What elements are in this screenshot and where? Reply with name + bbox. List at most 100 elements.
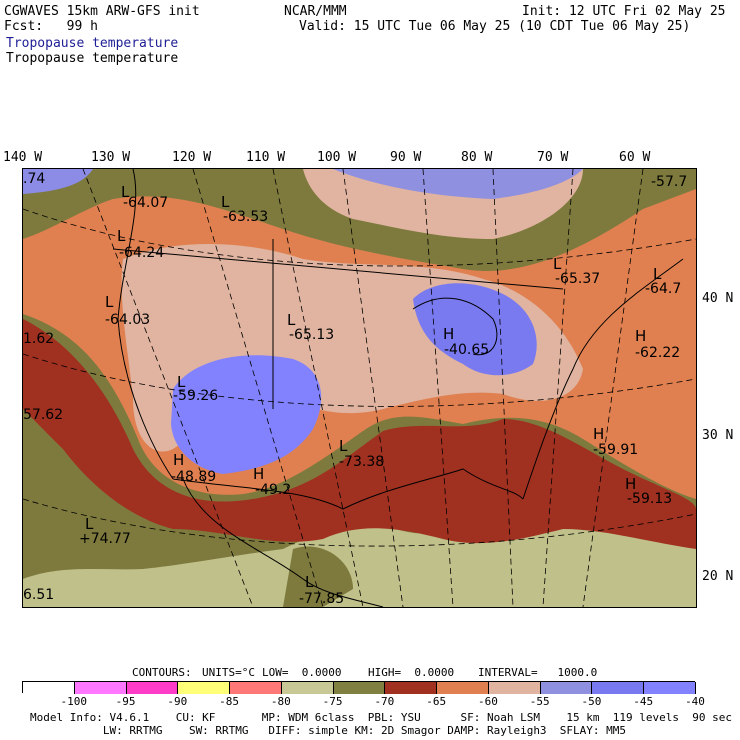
colorbar-tick-label: -85 (219, 695, 239, 708)
colorbar-tick-label: -60 (477, 695, 498, 708)
field-blue-southwest (171, 355, 322, 474)
field-title-secondary: Tropopause temperature (6, 51, 179, 66)
colorbar-tick-label: -90 (167, 695, 188, 708)
edge-label-top-left: .74 (23, 171, 46, 187)
value-pacific: +74.77 (79, 531, 131, 547)
field-blue-great-lakes (413, 283, 537, 376)
value-se2: -59.13 (627, 491, 673, 507)
low-marker-pacific: L (85, 515, 94, 533)
coastlines (112, 169, 684, 607)
map-field-svg (23, 169, 696, 607)
lon-label-140w: 140 W (3, 150, 43, 165)
value-ne2: -64.7 (645, 281, 682, 297)
lon-label-90w: 90 W (390, 150, 422, 165)
low-marker-ne2: L (653, 265, 662, 283)
colorbar-tick-label: -65 (426, 695, 447, 708)
colorbar-tick-label: -55 (529, 695, 550, 708)
lon-label-120w: 120 W (172, 150, 212, 165)
colorbar-segment (333, 682, 386, 694)
value-sw1: -59.26 (173, 388, 219, 404)
colorbar-segment (178, 682, 231, 694)
colorbar-tick-label: -80 (270, 695, 291, 708)
value-se1: -59.91 (593, 442, 639, 458)
colorbar-tick-label: -75 (322, 695, 343, 708)
lon-label-100w: 100 W (317, 150, 357, 165)
graticule (23, 169, 696, 607)
colorbar-segment (126, 682, 179, 694)
low-marker-central: L (287, 311, 296, 329)
lon-label-130w: 130 W (91, 150, 131, 165)
colorbar-segment (23, 682, 75, 694)
colorbar-segment (437, 682, 489, 694)
model-info-line-2: LW: RRTMG SW: RRTMG DIFF: simple KM: 2D … (30, 724, 627, 737)
lon-label-110w: 110 W (246, 150, 286, 165)
low-marker-nw1: L (121, 183, 130, 201)
value-ne1: -65.37 (555, 271, 601, 287)
value-great-lakes: -40.65 (444, 342, 490, 358)
high-marker-sw2: H (173, 451, 185, 469)
colorbar-tick-label: -45 (633, 695, 654, 708)
low-marker-nw2: L (221, 193, 230, 211)
value-south1: -73.38 (339, 454, 385, 470)
colorbar-tick-label: -40 (685, 695, 705, 708)
edge-label-left-1: 1.62 (23, 331, 55, 347)
field-title-primary: Tropopause temperature (6, 36, 179, 51)
model-info-line-1: Model Info: V4.6.1 CU: KF MP: WDM 6class… (30, 711, 732, 724)
lon-label-70w: 70 W (537, 150, 569, 165)
low-marker-south1: L (339, 437, 348, 455)
units-label: UNITS=°C (202, 666, 255, 679)
value-central: -65.13 (289, 327, 335, 343)
low-label: LOW= 0.0000 (262, 666, 342, 679)
high-marker-se1: H (593, 425, 605, 443)
high-marker-great-lakes: H (443, 325, 455, 343)
init-time: Init: 12 UTC Fri 02 May 25 (522, 4, 726, 19)
lat-label-20n: 20 N (702, 569, 734, 584)
colorbar-segment (540, 682, 593, 694)
colorbar-segment (230, 682, 282, 694)
colorbar-segment (592, 682, 645, 694)
colorbar-segment (385, 682, 438, 694)
tropopause-temperature-map: .74 -57.7 1.62 57.62 6.51 L -64.07 L -63… (22, 168, 697, 608)
field-olive-mex (283, 546, 353, 607)
edge-label-top-right: -57.7 (651, 174, 688, 190)
colorbar-tick-label: -100 (60, 695, 88, 708)
high-marker-sw3: H (253, 465, 265, 483)
high-marker-se2: H (625, 475, 637, 493)
field-violet-north (23, 169, 93, 194)
lon-label-60w: 60 W (619, 150, 651, 165)
edge-label-left-2: 57.62 (23, 407, 64, 423)
value-mexico: -77.85 (299, 591, 345, 607)
contours-label: CONTOURS: (132, 666, 192, 679)
high-label: HIGH= 0.0000 (368, 666, 455, 679)
low-marker-sw1: L (177, 373, 186, 391)
high-marker-ne3: H (635, 327, 647, 345)
value-nw1: -64.07 (123, 195, 169, 211)
organization: NCAR/MMM (284, 4, 347, 19)
forecast-hour: Fcst: 99 h (4, 19, 98, 34)
valid-time: Valid: 15 UTC Tue 06 May 25 (10 CDT Tue … (299, 19, 691, 34)
interval-label: INTERVAL= 1000.0 (478, 666, 598, 679)
model-title: CGWAVES 15km ARW-GFS init (4, 4, 200, 19)
colorbar-segment (74, 682, 127, 694)
colorbar-tick-label: -95 (115, 695, 136, 708)
colorbar-segment (488, 682, 541, 694)
low-marker-nw3: L (117, 227, 126, 245)
value-nw2: -63.53 (223, 209, 269, 225)
value-nw3: -64.24 (119, 245, 165, 261)
lat-label-30n: 30 N (702, 428, 734, 443)
edge-label-bottom-left: 6.51 (23, 587, 55, 603)
lat-label-40n: 40 N (702, 291, 734, 306)
colorbar-segment (644, 682, 696, 694)
low-marker-ne1: L (553, 255, 562, 273)
colorbar-tick-label: -50 (581, 695, 602, 708)
value-nw4: -64.03 (105, 312, 151, 328)
colorbar (22, 681, 696, 694)
value-sw3: -49.2 (255, 482, 292, 498)
field-violet-top (333, 169, 583, 199)
lon-label-80w: 80 W (461, 150, 493, 165)
field-dark-red (23, 319, 696, 549)
value-ne3: -62.22 (635, 345, 681, 361)
colorbar-tick-label: -70 (374, 695, 395, 708)
colorbar-segment (281, 682, 334, 694)
value-sw2: -48.89 (171, 469, 217, 485)
